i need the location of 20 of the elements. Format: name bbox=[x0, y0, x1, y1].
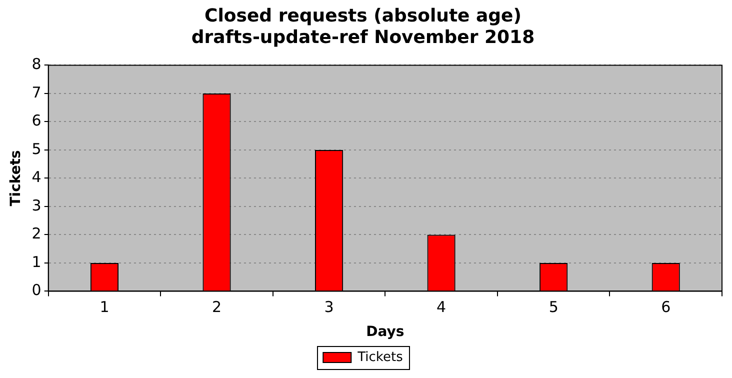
y-tick-label: 1 bbox=[32, 252, 42, 271]
x-tick-label: 3 bbox=[324, 298, 334, 316]
y-tick-label: 2 bbox=[32, 224, 42, 243]
y-tick-label: 4 bbox=[32, 168, 42, 186]
x-tick-label: 2 bbox=[212, 298, 222, 316]
chart-subtitle: drafts-update-ref November 2018 bbox=[191, 27, 535, 48]
y-tick-label: 7 bbox=[32, 83, 42, 102]
x-axis-title: Days bbox=[366, 324, 404, 340]
x-tick-label: 5 bbox=[548, 298, 558, 316]
y-axis-title: Tickets bbox=[8, 150, 24, 206]
x-tick-label: 4 bbox=[436, 298, 446, 316]
x-tick-label: 6 bbox=[661, 298, 671, 316]
y-tick-label: 8 bbox=[32, 55, 42, 74]
chart-title: Closed requests (absolute age) bbox=[204, 5, 522, 26]
legend-label: Tickets bbox=[356, 350, 404, 365]
y-tick-label: 5 bbox=[32, 140, 42, 158]
x-tick-label: 1 bbox=[100, 298, 110, 316]
y-tick-label: 3 bbox=[32, 196, 42, 214]
y-tick-label: 6 bbox=[32, 112, 42, 130]
y-tick-label: 0 bbox=[32, 281, 42, 300]
